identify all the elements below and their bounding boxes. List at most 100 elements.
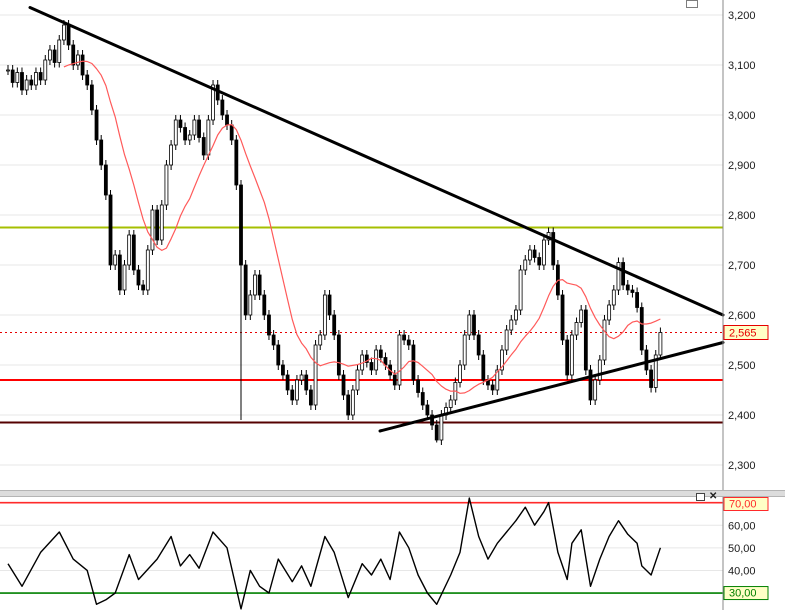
indicator-restore-icon[interactable] bbox=[696, 493, 705, 501]
rsi-indicator-pane[interactable]: 60,00 50,00 40,00 70,00 30,00 bbox=[0, 497, 785, 610]
candle-body bbox=[397, 334, 402, 386]
indicator-window-controls: ✕ bbox=[696, 492, 717, 502]
candle-body bbox=[103, 164, 108, 196]
candle bbox=[420, 387, 425, 410]
candle bbox=[462, 330, 467, 370]
candle-body bbox=[630, 289, 635, 293]
candle bbox=[658, 327, 663, 360]
moving-average-line[interactable] bbox=[63, 60, 661, 394]
candle bbox=[411, 340, 416, 385]
candle-body bbox=[71, 44, 76, 66]
candle bbox=[616, 257, 621, 295]
price-level-label: 2,565 bbox=[729, 328, 757, 340]
candle bbox=[276, 340, 281, 370]
candle-body bbox=[187, 134, 192, 141]
candle-body bbox=[24, 79, 29, 91]
candle-body bbox=[131, 234, 136, 271]
candle bbox=[52, 45, 57, 68]
candle bbox=[458, 360, 462, 388]
candle-body bbox=[537, 257, 542, 266]
candle-body bbox=[145, 249, 150, 291]
candle-body bbox=[304, 374, 309, 391]
rsi-axis-label: 60,00 bbox=[728, 520, 756, 532]
candle bbox=[327, 290, 332, 320]
candle-body bbox=[355, 369, 360, 391]
candle-body bbox=[211, 84, 215, 121]
candle bbox=[141, 280, 146, 295]
price-axis-label: 2,600 bbox=[728, 310, 756, 322]
candle bbox=[187, 130, 192, 145]
candle bbox=[80, 50, 85, 80]
candle bbox=[500, 345, 504, 375]
rsi-level-label-box bbox=[723, 497, 769, 511]
candle-body bbox=[57, 39, 62, 63]
candle bbox=[635, 287, 639, 313]
candle-body bbox=[649, 369, 653, 388]
candle bbox=[416, 375, 420, 398]
candle-body bbox=[336, 334, 341, 376]
candle bbox=[103, 160, 108, 200]
candle-body bbox=[220, 99, 225, 116]
candle bbox=[430, 410, 434, 430]
candle-body bbox=[192, 119, 197, 136]
candle-body bbox=[542, 239, 546, 266]
candle-body bbox=[374, 349, 379, 371]
candle bbox=[6, 65, 10, 75]
candle-body bbox=[518, 269, 523, 311]
candle bbox=[192, 115, 197, 140]
rsi-chart-canvas[interactable]: 60,00 50,00 40,00 70,00 30,00 bbox=[0, 497, 785, 610]
candle bbox=[406, 335, 411, 350]
candle-body bbox=[197, 119, 201, 138]
candle-body bbox=[602, 319, 607, 361]
candle-body bbox=[625, 284, 630, 291]
candle-body bbox=[467, 314, 472, 336]
candle bbox=[271, 330, 276, 350]
candle-body bbox=[583, 309, 588, 371]
candle bbox=[481, 350, 486, 385]
candle-body bbox=[551, 232, 556, 266]
candle bbox=[583, 305, 588, 375]
price-axis-label: 2,300 bbox=[728, 460, 756, 472]
candle-body bbox=[295, 379, 299, 401]
candle-body bbox=[6, 69, 10, 72]
candle bbox=[392, 370, 397, 390]
candle-body bbox=[644, 349, 649, 371]
candle bbox=[467, 310, 472, 340]
price-chart-canvas[interactable]: 3,200 3,100 3,000 2,900 2,800 2,700 2,600 2,500… bbox=[0, 0, 785, 490]
price-chart-pane[interactable]: 3,200 3,100 3,000 2,900 2,800 2,700 2,600 2,500… bbox=[0, 0, 785, 490]
candle bbox=[579, 305, 584, 328]
candle bbox=[448, 395, 453, 413]
candle bbox=[108, 190, 113, 270]
object-anchor-box[interactable] bbox=[686, 0, 698, 8]
candle-body bbox=[113, 254, 118, 266]
candle-body bbox=[560, 294, 565, 341]
candle bbox=[34, 67, 38, 90]
candle bbox=[630, 285, 635, 298]
candle bbox=[183, 122, 187, 145]
candle bbox=[122, 260, 127, 295]
candle-body bbox=[593, 379, 598, 401]
candle-body bbox=[346, 394, 351, 416]
candle-body bbox=[392, 374, 397, 386]
ascending-trendline[interactable] bbox=[378, 341, 725, 433]
candle bbox=[178, 115, 183, 133]
rsi-line[interactable] bbox=[7, 497, 662, 610]
candle bbox=[597, 355, 602, 385]
candle-body bbox=[43, 59, 48, 81]
candle-body bbox=[430, 414, 434, 426]
indicator-close-icon[interactable]: ✕ bbox=[709, 491, 718, 502]
candle bbox=[523, 255, 528, 275]
candle-body bbox=[416, 379, 420, 393]
descending-trendline[interactable] bbox=[28, 6, 725, 317]
candle-body bbox=[34, 72, 38, 86]
candle-body bbox=[341, 374, 346, 396]
candle-body bbox=[532, 249, 537, 258]
candle-body bbox=[267, 314, 271, 336]
pane-splitter[interactable] bbox=[0, 490, 785, 497]
candle-body bbox=[462, 334, 467, 366]
candle-body bbox=[117, 254, 122, 291]
candle-body bbox=[164, 164, 169, 206]
candle bbox=[85, 70, 90, 90]
candle bbox=[229, 120, 234, 145]
candle bbox=[332, 310, 337, 340]
